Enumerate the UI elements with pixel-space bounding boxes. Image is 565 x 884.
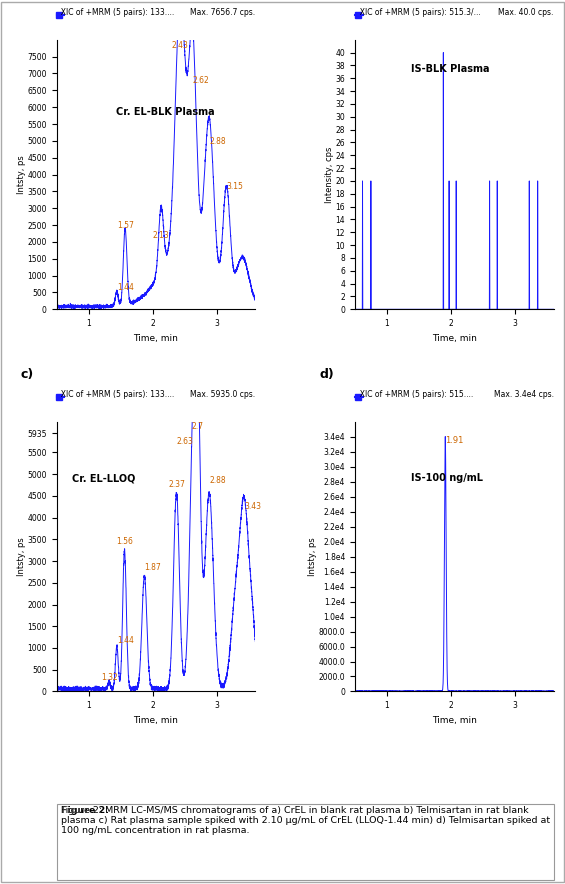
Text: d): d)	[319, 368, 334, 381]
Text: 2.13: 2.13	[153, 232, 170, 240]
Y-axis label: Intensity, cps: Intensity, cps	[325, 147, 334, 202]
Text: c): c)	[21, 368, 34, 381]
Text: XIC of +MRM (5 pairs): 515.3/...: XIC of +MRM (5 pairs): 515.3/...	[355, 8, 481, 17]
Y-axis label: Intsty, ps: Intsty, ps	[17, 156, 26, 194]
Text: 1.44: 1.44	[117, 636, 134, 644]
Text: Cr. EL-BLK Plasma: Cr. EL-BLK Plasma	[116, 107, 215, 118]
Text: 1.91: 1.91	[445, 436, 464, 445]
Y-axis label: Intsty, ps: Intsty, ps	[308, 537, 317, 576]
Text: Max. 3.4e4 cps.: Max. 3.4e4 cps.	[494, 390, 554, 399]
X-axis label: Time, min: Time, min	[432, 333, 477, 343]
Text: Max. 5935.0 cps.: Max. 5935.0 cps.	[190, 390, 255, 399]
Text: 2.37: 2.37	[168, 480, 185, 490]
Text: Max. 40.0 cps.: Max. 40.0 cps.	[498, 8, 554, 17]
Text: 2.43: 2.43	[172, 41, 189, 50]
Text: 1.44: 1.44	[117, 284, 134, 293]
Text: 1.32: 1.32	[101, 673, 118, 682]
Text: IS-100 ng/mL: IS-100 ng/mL	[411, 473, 483, 484]
Text: IS-BLK Plasma: IS-BLK Plasma	[411, 65, 489, 74]
Text: 2.88: 2.88	[209, 137, 226, 146]
Text: 1.87: 1.87	[145, 563, 161, 572]
Text: XIC of +MRM (5 pairs): 133....: XIC of +MRM (5 pairs): 133....	[56, 8, 175, 17]
Text: Cr. EL-LLOQ: Cr. EL-LLOQ	[72, 473, 136, 484]
Text: 2.62: 2.62	[193, 76, 209, 85]
Text: Figure 2:: Figure 2:	[62, 805, 110, 815]
Text: Figure 2: MRM LC-MS/MS chromatograms of a) CrEL in blank rat plasma b) Telmisart: Figure 2: MRM LC-MS/MS chromatograms of …	[62, 805, 551, 835]
X-axis label: Time, min: Time, min	[133, 333, 179, 343]
Text: XIC of +MRM (5 pairs): 515....: XIC of +MRM (5 pairs): 515....	[355, 390, 473, 399]
X-axis label: Time, min: Time, min	[432, 716, 477, 725]
Text: 2.7: 2.7	[192, 422, 203, 431]
Y-axis label: Intsty, ps: Intsty, ps	[17, 537, 26, 576]
Text: 1.56: 1.56	[116, 537, 133, 545]
Text: 3.43: 3.43	[245, 502, 262, 511]
Text: XIC of +MRM (5 pairs): 133....: XIC of +MRM (5 pairs): 133....	[56, 390, 175, 399]
Text: 2.63: 2.63	[176, 437, 193, 446]
Text: 3.15: 3.15	[227, 182, 244, 191]
Text: Max. 7656.7 cps.: Max. 7656.7 cps.	[190, 8, 255, 17]
X-axis label: Time, min: Time, min	[133, 716, 179, 725]
Text: Figure 2: MRM LC-MS/MS chromatograms of a) CrEL in blank rat plasma b) Telmisart: Figure 2: MRM LC-MS/MS chromatograms of …	[62, 805, 551, 835]
Text: 2.88: 2.88	[209, 476, 226, 485]
Text: 1.57: 1.57	[117, 221, 133, 230]
